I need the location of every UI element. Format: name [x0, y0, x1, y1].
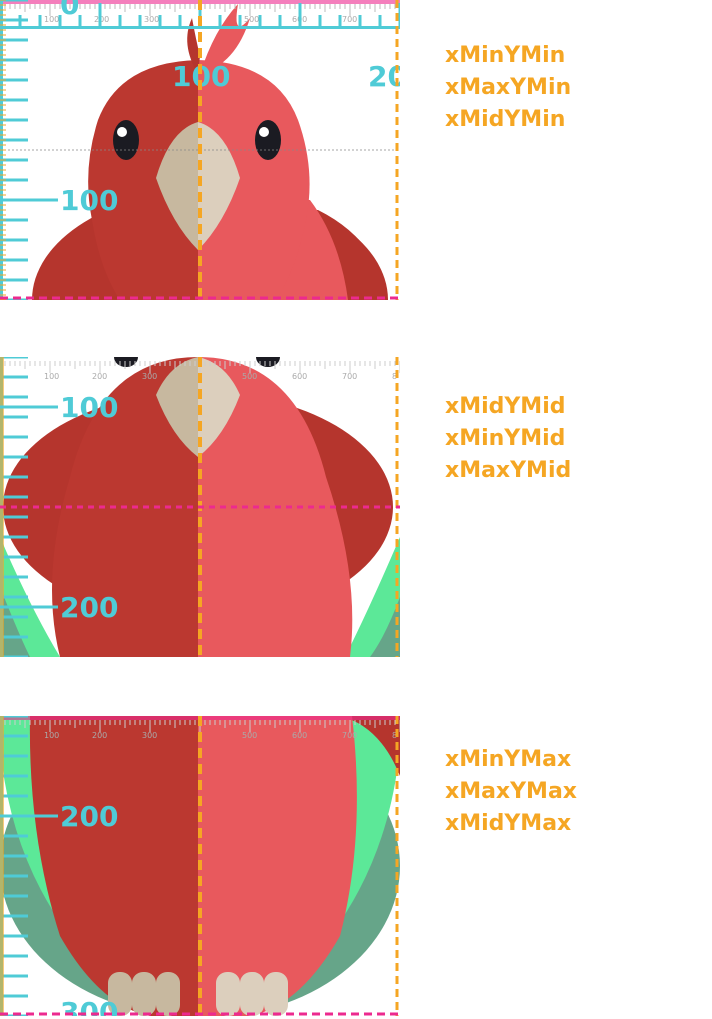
small-tick-label: 300: [142, 731, 157, 740]
panel-top: 100 200 300 500 600 700 0 100 20 100: [0, 0, 400, 300]
big-tick-label: 200: [60, 800, 118, 833]
small-tick-label: 600: [292, 731, 307, 740]
small-tick-label: 200: [92, 372, 107, 381]
label-xminymin: xMinYMin: [445, 43, 566, 68]
left-ruler: 200 300: [0, 716, 118, 1016]
label-xmaxymax: xMaxYMax: [445, 779, 577, 804]
small-tick-label: 700: [342, 15, 357, 24]
panel-top-illustration: 100 200 300 500 600 700 0 100 20 100: [0, 0, 400, 300]
label-xmidymid: xMidYMid: [445, 394, 566, 419]
small-tick-label: 500: [244, 15, 259, 24]
big-tick-label: 100: [60, 391, 118, 424]
small-tick-label: 200: [92, 731, 107, 740]
big-tick-label: 300: [60, 996, 118, 1016]
panel-middle: 100 200 300 500 600 700 8 100 200: [0, 357, 400, 657]
small-tick-label: 300: [144, 15, 159, 24]
panel-middle-labels: xMidYMid xMinYMid xMaxYMid: [445, 391, 571, 487]
panel-top-labels: xMinYMin xMaxYMin xMidYMin: [445, 40, 571, 136]
small-tick-label: 200: [94, 15, 109, 24]
big-tick-label: 200: [60, 591, 118, 624]
label-xmidymax: xMidYMax: [445, 811, 572, 836]
label-xminymid: xMinYMid: [445, 426, 566, 451]
big-tick-label: 100: [60, 184, 118, 217]
small-tick-label: 100: [44, 372, 59, 381]
small-tick-label: 700: [342, 731, 357, 740]
small-tick-label: 700: [342, 372, 357, 381]
label-xminymax: xMinYMax: [445, 747, 572, 772]
label-xmaxymin: xMaxYMin: [445, 75, 572, 100]
left-ruler: 100: [0, 0, 118, 300]
big-tick-label: 0: [60, 0, 79, 21]
small-tick-label: 100: [44, 731, 59, 740]
parrot-top: [32, 4, 388, 300]
small-tick-label: 600: [292, 372, 307, 381]
label-xmidymin: xMidYMin: [445, 107, 566, 132]
panel-bottom: 100 200 300 500 600 700 8 200 300: [0, 716, 400, 1016]
small-tick-label: 500: [242, 731, 257, 740]
panel-bottom-illustration: 100 200 300 500 600 700 8 200 300: [0, 716, 400, 1016]
panel-bottom-labels: xMinYMax xMaxYMax xMidYMax: [445, 744, 577, 840]
small-tick-label: 100: [44, 15, 59, 24]
label-xmaxymid: xMaxYMid: [445, 458, 572, 483]
small-tick-label: 8: [392, 372, 397, 381]
top-ruler-minor: 100 200 300 500 600 700 8: [0, 361, 400, 381]
small-tick-label: 300: [142, 372, 157, 381]
small-tick-label: 8: [392, 731, 397, 740]
small-tick-label: 500: [242, 372, 257, 381]
panel-middle-illustration: 100 200 300 500 600 700 8 100 200: [0, 357, 400, 657]
big-tick-label: 20: [368, 60, 400, 93]
